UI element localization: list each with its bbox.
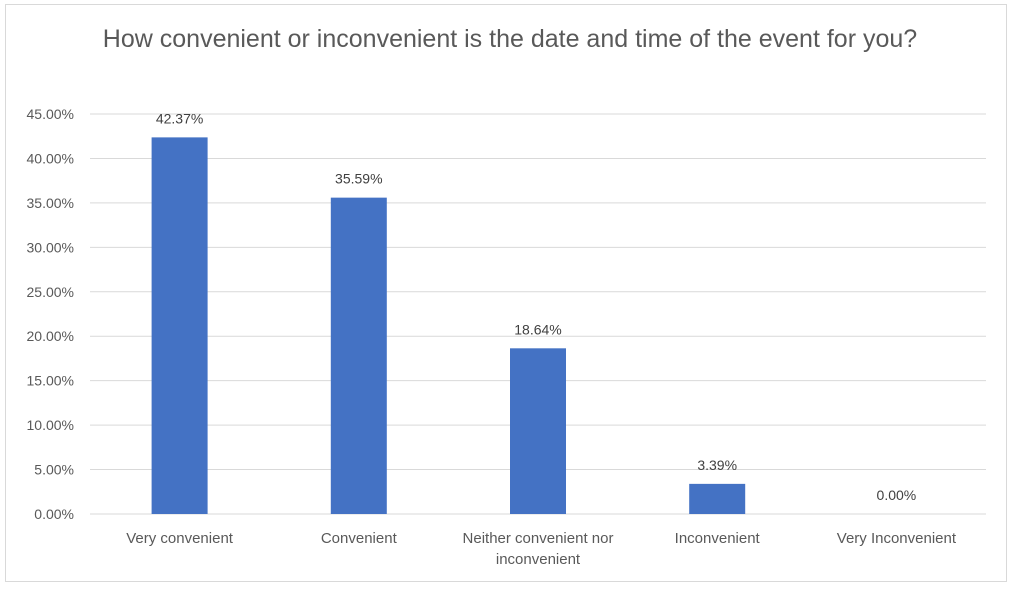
data-label: 0.00% bbox=[877, 487, 917, 503]
y-tick-label: 15.00% bbox=[27, 373, 74, 389]
bar bbox=[510, 348, 566, 514]
x-category-label: Very Inconvenient bbox=[837, 530, 957, 547]
x-category-label: Convenient bbox=[321, 530, 398, 547]
y-tick-label: 20.00% bbox=[27, 328, 74, 344]
y-tick-label: 45.00% bbox=[27, 106, 74, 122]
data-label: 3.39% bbox=[697, 457, 737, 473]
y-tick-label: 0.00% bbox=[34, 506, 74, 522]
data-label: 42.37% bbox=[156, 110, 203, 126]
x-category-label: Neither convenient nor bbox=[463, 530, 614, 547]
y-tick-label: 40.00% bbox=[27, 150, 74, 166]
data-label: 35.59% bbox=[335, 171, 382, 187]
y-tick-label: 5.00% bbox=[34, 462, 74, 478]
bar bbox=[689, 483, 746, 514]
bar bbox=[330, 197, 387, 514]
data-label: 18.64% bbox=[514, 321, 561, 337]
x-category-label: Very convenient bbox=[126, 530, 234, 547]
y-tick-label: 10.00% bbox=[27, 417, 74, 433]
y-tick-label: 30.00% bbox=[27, 239, 74, 255]
chart-title: How convenient or inconvenient is the da… bbox=[102, 25, 918, 53]
x-category-label: inconvenient bbox=[496, 551, 581, 568]
bar bbox=[151, 137, 208, 514]
y-tick-label: 25.00% bbox=[27, 284, 74, 300]
x-category-label: Inconvenient bbox=[675, 530, 761, 547]
y-tick-label: 35.00% bbox=[27, 195, 74, 211]
